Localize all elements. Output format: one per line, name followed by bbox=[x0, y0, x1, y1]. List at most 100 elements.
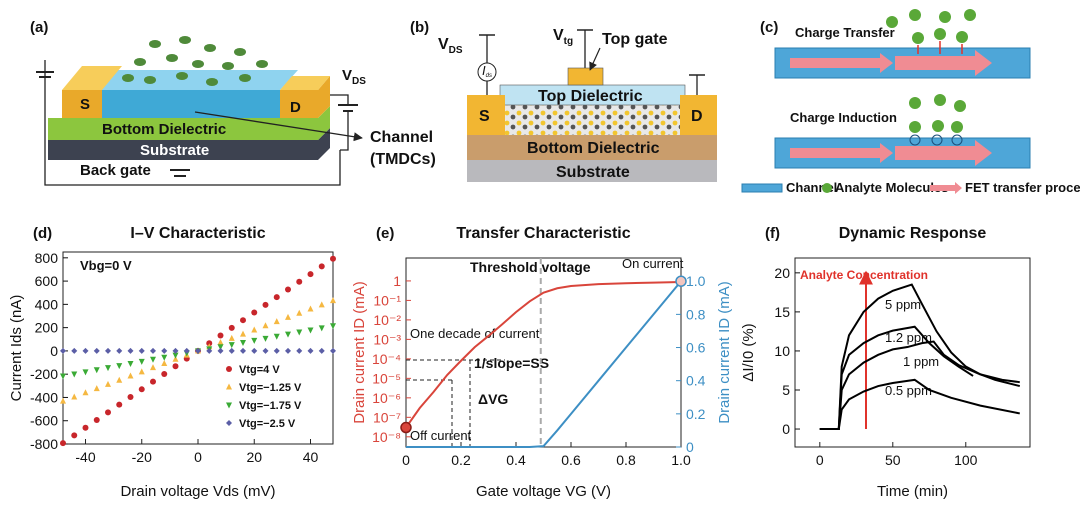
marker bbox=[172, 355, 179, 362]
vds-label: VDS bbox=[342, 67, 366, 87]
y-tick-label: 800 bbox=[35, 250, 59, 266]
marker bbox=[273, 318, 280, 325]
top-gate bbox=[567, 67, 604, 86]
marker bbox=[150, 356, 156, 363]
y-tick-label: 15 bbox=[774, 304, 790, 320]
ids-base: I bbox=[482, 63, 486, 78]
pointer bbox=[589, 47, 601, 71]
marker bbox=[82, 347, 89, 354]
y-tick-label: 10⁻⁶ bbox=[372, 390, 401, 406]
flow-arrow bbox=[895, 140, 992, 166]
legend-label: Vtg=−1.75 V bbox=[239, 400, 302, 412]
x-tick-label: 0 bbox=[816, 452, 824, 468]
x-tick-label: 0 bbox=[402, 452, 410, 468]
marker bbox=[251, 347, 258, 354]
y-tick-label: 10⁻⁷ bbox=[373, 409, 401, 425]
legend-channel bbox=[741, 183, 783, 193]
substrate bbox=[48, 128, 330, 160]
marker bbox=[273, 347, 280, 354]
marker bbox=[285, 286, 291, 293]
top-dielectric-label: Top Dielectric bbox=[538, 88, 643, 105]
chart-title: I–V Characteristic bbox=[130, 225, 265, 242]
y-axis-label: ΔI/I0 (%) bbox=[740, 323, 757, 381]
marker bbox=[240, 347, 246, 354]
y2-tick-label: 0 bbox=[686, 439, 694, 455]
marker bbox=[93, 347, 100, 354]
marker bbox=[307, 271, 314, 278]
marker bbox=[318, 325, 325, 332]
transfer-arrows bbox=[917, 41, 963, 54]
x-axis-label: Time (min) bbox=[877, 483, 948, 500]
y-tick-label: 1 bbox=[393, 273, 401, 289]
x-tick-label: 20 bbox=[246, 449, 262, 465]
marker bbox=[60, 440, 66, 447]
panel-label: (a) bbox=[30, 19, 48, 36]
channel bbox=[100, 90, 280, 118]
series-line bbox=[405, 281, 682, 429]
marker bbox=[71, 371, 78, 378]
marker bbox=[127, 393, 134, 400]
marker bbox=[262, 322, 269, 329]
x-axis-label: Drain voltage Vds (mV) bbox=[120, 483, 275, 500]
marker bbox=[71, 432, 78, 439]
panel-label: (f) bbox=[765, 225, 780, 242]
marker bbox=[93, 367, 100, 374]
x-tick-label: 100 bbox=[954, 452, 978, 468]
marker bbox=[307, 305, 314, 312]
y-tick-label: 20 bbox=[774, 265, 790, 281]
marker bbox=[60, 373, 66, 380]
molecules bbox=[122, 36, 268, 86]
drain-label: D bbox=[290, 99, 301, 116]
marker bbox=[262, 347, 269, 354]
marker bbox=[330, 347, 336, 354]
curve-label: 1 ppm bbox=[903, 354, 939, 369]
flow-arrow bbox=[790, 53, 893, 73]
panel-label: (d) bbox=[33, 225, 52, 242]
marker bbox=[161, 359, 168, 366]
marker bbox=[251, 326, 258, 333]
x-tick-label: -20 bbox=[132, 449, 152, 465]
annotation: On current bbox=[622, 256, 684, 271]
annotation: ΔVG bbox=[478, 391, 508, 407]
legend-box bbox=[219, 356, 329, 436]
marker bbox=[60, 347, 66, 354]
vds-base: V bbox=[342, 67, 352, 84]
x-tick-label: -40 bbox=[75, 449, 95, 465]
marker bbox=[116, 401, 123, 408]
marker bbox=[150, 364, 156, 371]
marker bbox=[296, 347, 303, 354]
y2-tick-label: 0.6 bbox=[686, 340, 706, 356]
marker bbox=[161, 354, 168, 361]
bottom-dielectric-label: Bottom Dielectric bbox=[102, 121, 226, 138]
marker bbox=[93, 417, 100, 424]
vtg-sub: tg bbox=[564, 36, 573, 47]
y2-tick-label: 0.2 bbox=[686, 406, 706, 422]
marker bbox=[82, 424, 89, 431]
y2-tick-label: 0.4 bbox=[686, 373, 706, 389]
vds-base: V bbox=[438, 36, 449, 53]
plot-frame bbox=[405, 257, 682, 448]
ids-label: Ids bbox=[482, 63, 492, 79]
panel-label: (c) bbox=[760, 19, 778, 36]
marker bbox=[82, 389, 89, 396]
marker bbox=[217, 332, 224, 339]
panel-label: (e) bbox=[376, 225, 394, 242]
y-tick-label: 10⁻¹ bbox=[373, 292, 401, 308]
marker bbox=[307, 347, 314, 354]
vds-label: VDS bbox=[438, 36, 463, 56]
marker bbox=[172, 363, 179, 370]
chart-title: Transfer Characteristic bbox=[456, 225, 630, 242]
marker bbox=[127, 372, 134, 379]
marker bbox=[296, 329, 303, 336]
marker bbox=[127, 360, 134, 367]
charge-transfer-label: Charge Transfer bbox=[795, 25, 895, 40]
panel-label: (b) bbox=[410, 19, 429, 36]
annotation: Analyte Concentration bbox=[800, 268, 928, 282]
marker bbox=[60, 397, 66, 404]
channel-lattice bbox=[505, 105, 680, 135]
plot-frame bbox=[794, 257, 1031, 448]
series-line bbox=[819, 378, 1020, 431]
bottom-dielectric bbox=[467, 135, 717, 160]
charge-induction-label: Charge Induction bbox=[790, 110, 897, 125]
